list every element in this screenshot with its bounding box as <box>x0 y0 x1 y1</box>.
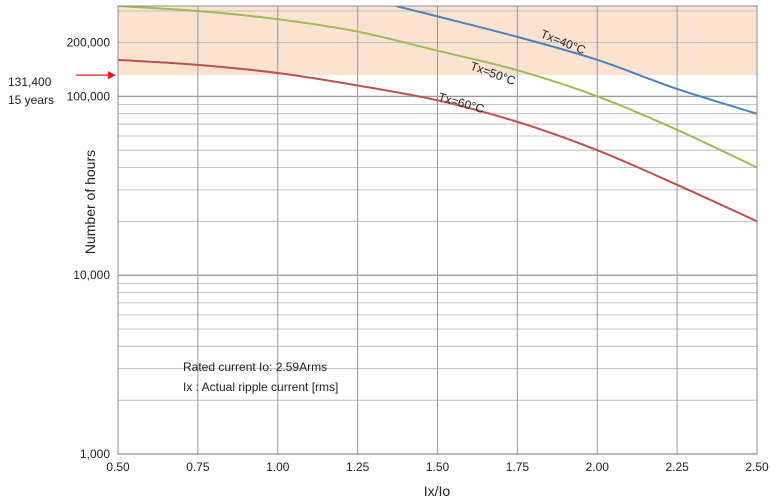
series-line-2 <box>118 58 757 223</box>
x-tick-label: 2.00 <box>586 460 610 474</box>
reference-value-label: 131,400 <box>8 75 52 89</box>
x-tick-label: 1.00 <box>266 460 290 474</box>
reference-years-label: 15 years <box>8 93 54 107</box>
ripple-current-note: Ix : Actual ripple current [rms] <box>183 380 338 394</box>
y-tick-label: 10,000 <box>73 268 110 282</box>
reference-arrow-head <box>108 71 116 80</box>
y-tick-label: 100,000 <box>67 89 111 103</box>
x-tick-label: 0.75 <box>186 460 210 474</box>
y-tick-label: 200,000 <box>67 36 111 50</box>
x-tick-label: 2.50 <box>745 460 769 474</box>
series-line-1 <box>118 6 757 169</box>
series-line-0 <box>395 6 757 115</box>
x-tick-label: 2.25 <box>665 460 689 474</box>
series-label-2: Tx=60°C <box>437 90 487 117</box>
x-tick-label: 1.50 <box>426 460 450 474</box>
x-tick-label: 0.50 <box>106 460 130 474</box>
x-tick-label: 1.75 <box>506 460 530 474</box>
y-tick-label: 1,000 <box>80 447 110 461</box>
plot-frame <box>117 5 758 455</box>
rated-current-note: Rated current Io: 2.59Arms <box>183 360 327 374</box>
x-axis-title: Ix/Io <box>424 483 451 499</box>
y-axis-title: Number of hours <box>82 150 98 254</box>
x-tick-label: 1.25 <box>346 460 370 474</box>
